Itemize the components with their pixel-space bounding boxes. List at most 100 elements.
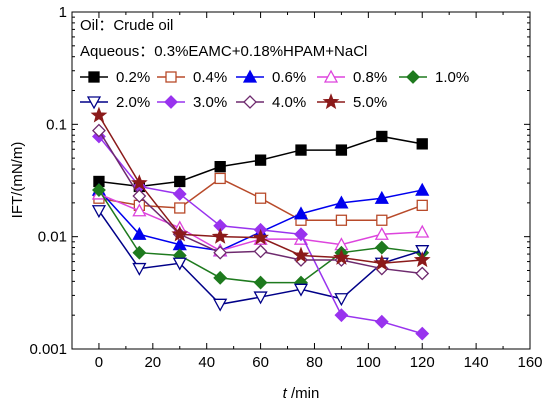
data-point	[334, 293, 349, 307]
data-point	[416, 138, 428, 150]
legend-item: 0.8%	[317, 69, 387, 86]
legend-label: 0.4%	[193, 69, 227, 86]
data-point	[295, 144, 307, 156]
series-2-0pct	[91, 205, 430, 312]
legend-item: 0.6%	[236, 69, 306, 86]
series-5-0pct	[90, 106, 431, 271]
legend-marker	[88, 71, 100, 83]
x-axis-title-unit: /min	[287, 385, 320, 402]
data-point	[413, 251, 431, 268]
data-point	[292, 246, 310, 263]
data-point	[415, 224, 430, 238]
data-point	[374, 314, 389, 329]
x-tick-label: 80	[306, 354, 323, 371]
x-tick-label: 0	[95, 354, 103, 371]
legend-item: 0.4%	[157, 69, 227, 86]
data-point	[374, 190, 389, 204]
y-tick-label: 0.001	[29, 341, 67, 358]
data-point	[132, 226, 147, 240]
data-point	[132, 189, 147, 203]
data-point	[253, 291, 268, 305]
data-point	[213, 298, 228, 312]
data-point	[415, 182, 430, 196]
data-point	[171, 225, 189, 242]
data-point	[130, 174, 148, 191]
data-point	[376, 130, 388, 143]
data-point	[174, 175, 186, 188]
legend-item: 4.0%	[236, 94, 306, 111]
y-tick-label: 0.01	[38, 229, 67, 246]
data-point	[254, 154, 267, 166]
legend-item: 1.0%	[399, 69, 469, 86]
legend-item: 3.0%	[157, 94, 227, 111]
y-tick-labels: 0.001 0.01 0.1 1	[29, 4, 67, 358]
y-tick-label: 0.1	[46, 116, 67, 133]
data-point	[132, 245, 147, 260]
data-point	[214, 172, 226, 185]
x-axis-title-var: t	[283, 385, 288, 402]
data-point	[254, 192, 267, 204]
x-tick-labels: 0 20 40 60 80 100 120 140 160	[95, 354, 543, 371]
x-axis-title: t /min	[283, 385, 320, 402]
axis-ticks	[71, 11, 531, 350]
data-point	[376, 214, 388, 226]
series-layer	[90, 106, 431, 341]
data-point	[213, 245, 228, 260]
legend-marker	[165, 71, 177, 83]
data-point	[253, 275, 268, 290]
data-point	[253, 244, 268, 259]
data-point	[293, 206, 309, 220]
legend: 0.2% 0.4% 0.6% 0.8% 1.0% 2.0% 3.0% 4.0% 5.0%	[80, 69, 469, 111]
data-point	[211, 227, 229, 244]
x-tick-label: 40	[198, 354, 215, 371]
data-point	[92, 183, 106, 197]
x-tick-label: 100	[356, 354, 381, 371]
data-point	[213, 270, 228, 285]
x-tick-label: 20	[144, 354, 161, 371]
data-point	[174, 202, 186, 214]
legend-marker	[322, 93, 340, 110]
aqueous-label: Aqueous：0.3%EAMC+0.18%HPAM+NaCl	[80, 43, 367, 60]
data-point	[92, 123, 106, 138]
plot-frame	[71, 11, 531, 350]
legend-label: 4.0%	[272, 94, 306, 111]
data-point	[293, 283, 309, 297]
legend-marker	[323, 69, 339, 83]
oil-label: Oil：Crude oil	[80, 17, 173, 34]
legend-label: 5.0%	[353, 94, 387, 111]
data-point	[335, 144, 348, 156]
y-axis-title: IFT/(mN/m)	[9, 142, 26, 219]
data-point	[90, 106, 108, 123]
data-point	[335, 214, 348, 226]
y-tick-label: 1	[59, 4, 67, 21]
data-point	[334, 308, 349, 323]
data-point	[214, 161, 226, 173]
legend-item: 0.2%	[80, 69, 150, 86]
data-point	[416, 199, 428, 212]
data-point	[374, 226, 389, 240]
legend-label: 0.6%	[272, 69, 306, 86]
data-point	[294, 227, 308, 242]
legend-label: 0.2%	[116, 69, 150, 86]
legend-label: 2.0%	[116, 94, 150, 111]
data-point	[172, 187, 187, 201]
data-point	[415, 266, 430, 281]
data-point	[334, 195, 349, 209]
legend-item: 5.0%	[317, 93, 387, 111]
data-point	[91, 205, 107, 219]
legend-marker	[242, 69, 258, 83]
data-point	[374, 240, 389, 255]
data-point	[333, 248, 350, 265]
data-point	[172, 257, 187, 271]
legend-marker	[243, 95, 257, 109]
data-point	[373, 254, 391, 271]
data-point	[132, 203, 147, 217]
x-tick-label: 160	[517, 354, 542, 371]
x-tick-label: 120	[410, 354, 435, 371]
data-point	[415, 245, 430, 259]
x-tick-label: 140	[464, 354, 489, 371]
x-tick-label: 60	[252, 354, 269, 371]
legend-marker	[406, 70, 420, 84]
legend-label: 0.8%	[353, 69, 387, 86]
